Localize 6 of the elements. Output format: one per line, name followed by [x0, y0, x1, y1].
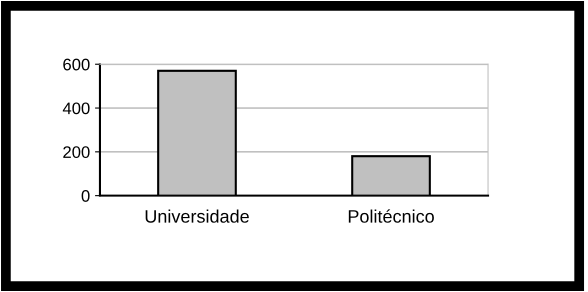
y-tick-label: 0	[82, 190, 90, 202]
y-tick-label: 600	[63, 58, 90, 70]
x-tick-label: Politécnico	[348, 209, 434, 223]
y-tick-label: 200	[63, 146, 90, 158]
x-tick-label: Universidade	[146, 210, 249, 223]
y-tick-label: 400	[62, 102, 90, 114]
